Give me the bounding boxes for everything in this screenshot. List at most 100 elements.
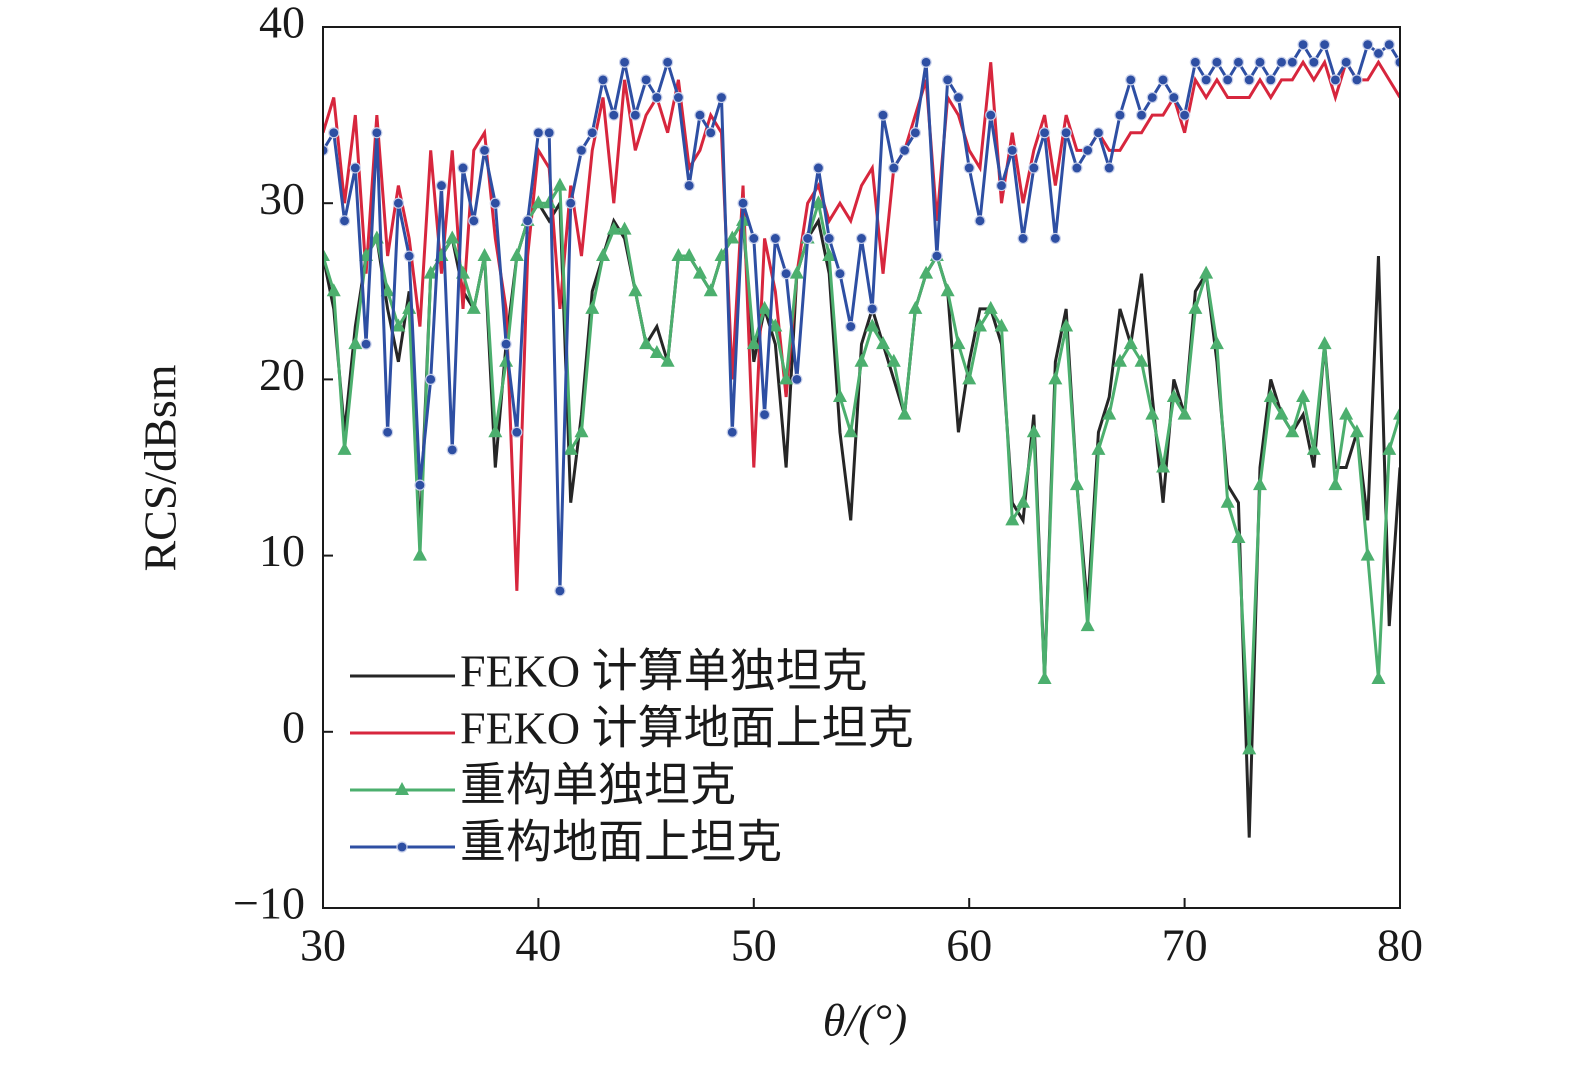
marker bbox=[554, 585, 566, 597]
marker bbox=[414, 479, 426, 491]
marker bbox=[1372, 47, 1385, 60]
marker bbox=[323, 248, 330, 262]
marker bbox=[812, 162, 825, 174]
marker bbox=[574, 424, 589, 438]
marker bbox=[477, 248, 492, 262]
marker bbox=[509, 248, 524, 262]
marker bbox=[1189, 56, 1201, 68]
marker bbox=[758, 409, 771, 421]
marker bbox=[789, 265, 804, 279]
marker bbox=[974, 215, 986, 227]
marker bbox=[337, 441, 352, 455]
marker bbox=[705, 127, 717, 139]
marker bbox=[779, 371, 794, 385]
marker bbox=[1135, 109, 1148, 121]
marker bbox=[395, 782, 409, 795]
marker bbox=[466, 300, 481, 314]
marker bbox=[931, 250, 943, 262]
marker bbox=[1178, 109, 1191, 121]
plot-frame bbox=[322, 26, 1401, 909]
marker bbox=[326, 283, 341, 297]
marker bbox=[952, 91, 965, 104]
marker bbox=[1157, 74, 1169, 86]
marker bbox=[811, 195, 826, 209]
marker bbox=[1319, 39, 1331, 51]
marker bbox=[897, 406, 912, 420]
marker bbox=[1317, 336, 1332, 350]
marker bbox=[575, 144, 588, 156]
y-tick-label: −10 bbox=[233, 878, 305, 929]
legend-label: 重构单独坦克 bbox=[460, 760, 736, 811]
marker bbox=[791, 373, 803, 385]
marker bbox=[338, 215, 351, 227]
marker bbox=[1340, 56, 1352, 68]
marker bbox=[617, 221, 632, 235]
marker bbox=[1308, 56, 1320, 68]
marker bbox=[1383, 39, 1395, 51]
marker bbox=[565, 197, 577, 209]
marker bbox=[1026, 424, 1041, 438]
y-tick-label: 30 bbox=[259, 173, 305, 224]
marker bbox=[962, 371, 977, 385]
marker bbox=[1006, 144, 1018, 156]
marker bbox=[972, 318, 987, 332]
plot-area bbox=[323, 39, 1400, 838]
marker bbox=[639, 336, 654, 350]
marker bbox=[994, 318, 1009, 332]
marker bbox=[323, 144, 329, 156]
marker bbox=[1199, 265, 1214, 279]
marker bbox=[1134, 353, 1149, 367]
marker bbox=[542, 195, 557, 209]
x-tick-label: 50 bbox=[731, 920, 777, 971]
marker bbox=[1112, 353, 1127, 367]
marker bbox=[425, 373, 437, 385]
marker bbox=[1360, 547, 1375, 561]
marker bbox=[608, 109, 620, 121]
marker bbox=[629, 109, 641, 121]
marker bbox=[1123, 336, 1138, 350]
y-tick-label: 0 bbox=[282, 701, 305, 752]
marker bbox=[606, 221, 621, 235]
legend-label: FEKO 计算地面上坦克 bbox=[460, 703, 914, 754]
marker bbox=[802, 232, 814, 245]
marker bbox=[531, 195, 546, 209]
marker bbox=[909, 127, 921, 139]
marker bbox=[563, 441, 578, 455]
marker bbox=[1243, 74, 1255, 86]
marker bbox=[1371, 670, 1386, 684]
marker bbox=[1125, 74, 1137, 86]
x-tick-label: 70 bbox=[1162, 920, 1208, 971]
marker bbox=[876, 336, 891, 350]
legend-label: 重构地面上坦克 bbox=[460, 817, 782, 868]
marker bbox=[671, 248, 686, 262]
marker bbox=[1188, 300, 1203, 314]
marker bbox=[1242, 741, 1257, 755]
marker bbox=[662, 56, 674, 68]
marker bbox=[823, 232, 835, 245]
marker bbox=[940, 283, 955, 297]
marker bbox=[725, 230, 740, 244]
marker bbox=[1351, 74, 1363, 86]
marker bbox=[423, 265, 438, 279]
marker bbox=[1146, 91, 1158, 104]
marker bbox=[1102, 406, 1117, 420]
marker bbox=[1038, 127, 1051, 139]
marker bbox=[1329, 74, 1341, 86]
marker bbox=[380, 283, 395, 297]
legend-label: FEKO 计算单独坦克 bbox=[460, 646, 868, 697]
marker bbox=[488, 424, 503, 438]
marker bbox=[1071, 162, 1083, 174]
marker bbox=[1028, 162, 1040, 174]
marker bbox=[865, 318, 880, 332]
marker bbox=[983, 300, 998, 314]
x-tick-label: 40 bbox=[515, 920, 561, 971]
marker bbox=[382, 426, 394, 438]
marker bbox=[522, 215, 534, 227]
marker bbox=[726, 426, 738, 438]
marker bbox=[703, 283, 718, 297]
marker bbox=[360, 338, 372, 350]
marker bbox=[1393, 406, 1400, 420]
marker bbox=[500, 338, 512, 350]
marker bbox=[1005, 512, 1020, 526]
